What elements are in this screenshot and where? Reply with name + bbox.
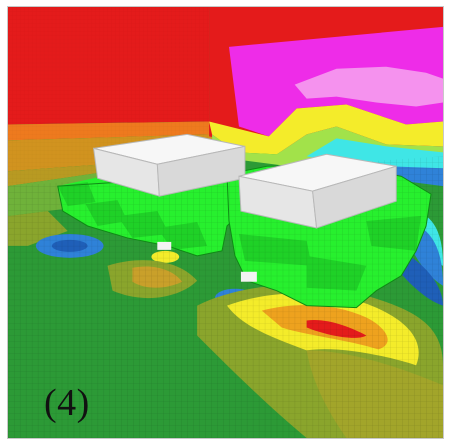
white-block-left [93, 133, 246, 197]
voxel-scene [8, 7, 443, 438]
figure-panel [7, 6, 444, 439]
white-block-right [238, 153, 397, 229]
panel-label: (4) [44, 382, 90, 424]
